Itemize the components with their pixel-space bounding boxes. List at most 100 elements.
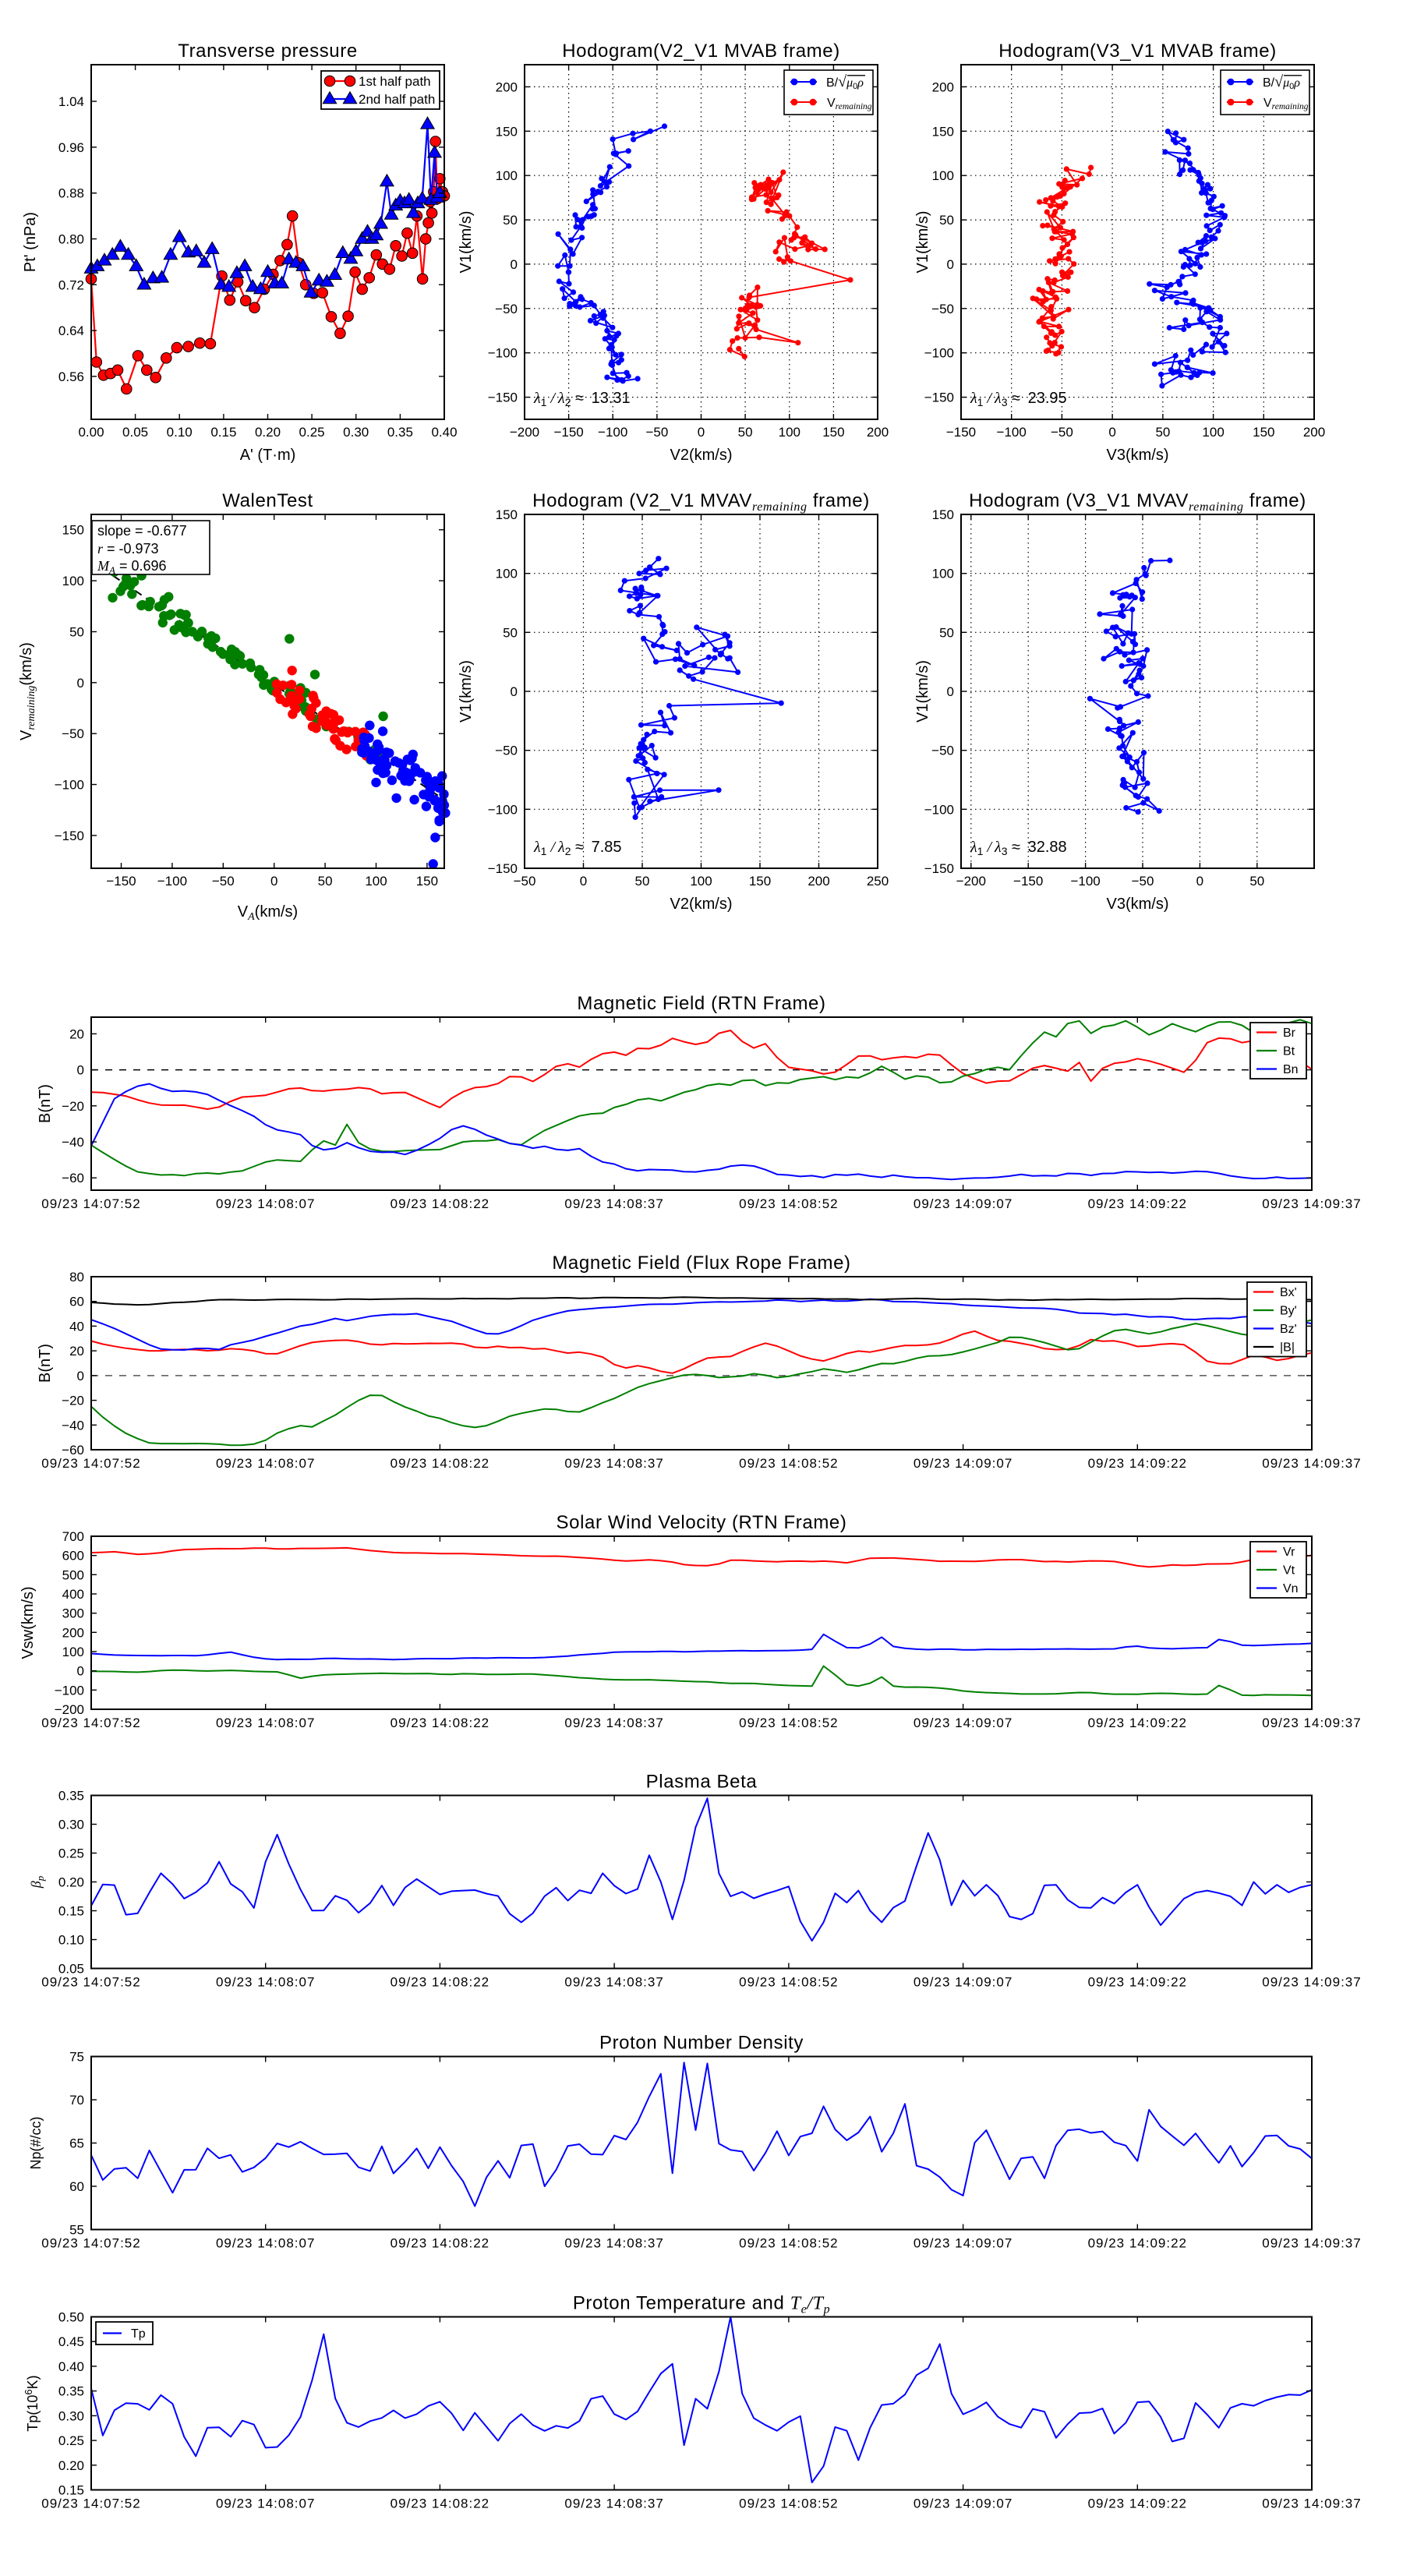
svg-text:100: 100 <box>365 874 387 889</box>
svg-text:−200: −200 <box>510 425 539 440</box>
svg-text:50: 50 <box>738 425 753 440</box>
svg-text:09/23 14:08:37: 09/23 14:08:37 <box>564 1456 663 1471</box>
svg-text:0: 0 <box>77 1063 84 1078</box>
svg-text:09/23 14:09:07: 09/23 14:09:07 <box>914 1456 1012 1471</box>
svg-text:50: 50 <box>939 213 954 228</box>
svg-text:MA = 0.696: MA = 0.696 <box>97 558 167 576</box>
svg-text:100: 100 <box>62 1645 84 1659</box>
svg-text:70: 70 <box>69 2093 84 2108</box>
svg-text:0: 0 <box>580 874 587 889</box>
svg-text:09/23 14:09:07: 09/23 14:09:07 <box>914 2496 1012 2511</box>
svg-text:60: 60 <box>69 1295 84 1309</box>
svg-text:−150: −150 <box>55 829 84 843</box>
svg-text:−50: −50 <box>931 302 954 316</box>
svg-text:0: 0 <box>947 257 954 272</box>
svg-text:Np(#/cc): Np(#/cc) <box>28 2116 44 2169</box>
svg-text:0: 0 <box>511 684 518 699</box>
svg-text:0.80: 0.80 <box>58 232 84 247</box>
svg-text:Bx': Bx' <box>1280 1286 1297 1299</box>
svg-text:09/23 14:07:52: 09/23 14:07:52 <box>41 1456 140 1471</box>
svg-text:0.20: 0.20 <box>58 1875 84 1890</box>
svg-text:−100: −100 <box>488 346 518 361</box>
svg-text:75: 75 <box>69 2050 84 2065</box>
svg-text:VA(km/s): VA(km/s) <box>238 903 298 923</box>
svg-text:0: 0 <box>77 1664 84 1679</box>
svg-text:09/23 14:08:52: 09/23 14:08:52 <box>739 1196 838 1211</box>
svg-text:−100: −100 <box>157 874 187 889</box>
svg-text:0.15: 0.15 <box>210 425 236 440</box>
svg-text:Hodogram (V2_V1 MVAVremaining: Hodogram (V2_V1 MVAVremaining frame) <box>532 490 870 514</box>
svg-text:−150: −150 <box>946 425 976 440</box>
svg-text:0: 0 <box>270 874 277 889</box>
svg-text:09/23 14:08:07: 09/23 14:08:07 <box>216 1196 315 1211</box>
svg-text:09/23 14:07:52: 09/23 14:07:52 <box>41 2496 140 2511</box>
svg-text:βp: βp <box>28 1875 46 1889</box>
svg-text:−50: −50 <box>1132 874 1154 889</box>
svg-text:09/23 14:09:37: 09/23 14:09:37 <box>1262 2236 1361 2251</box>
svg-text:200: 200 <box>1303 425 1325 440</box>
svg-text:−100: −100 <box>924 346 954 361</box>
svg-text:Bz': Bz' <box>1280 1323 1297 1336</box>
svg-text:500: 500 <box>62 1567 84 1582</box>
svg-text:−100: −100 <box>598 425 627 440</box>
svg-text:−200: −200 <box>55 1702 84 1717</box>
svg-text:V3(km/s): V3(km/s) <box>1107 896 1169 913</box>
svg-text:150: 150 <box>932 124 954 139</box>
svg-text:100: 100 <box>496 567 518 581</box>
svg-text:700: 700 <box>62 1529 84 1544</box>
svg-text:V1(km/s): V1(km/s) <box>914 660 931 723</box>
svg-text:Vsw(km/s): Vsw(km/s) <box>19 1586 37 1659</box>
svg-text:100: 100 <box>779 425 800 440</box>
svg-text:100: 100 <box>932 567 954 581</box>
svg-text:150: 150 <box>932 507 954 522</box>
svg-text:−100: −100 <box>1070 874 1100 889</box>
svg-text:09/23 14:09:07: 09/23 14:09:07 <box>914 1196 1012 1211</box>
svg-text:0.00: 0.00 <box>78 425 104 440</box>
svg-text:−50: −50 <box>212 874 235 889</box>
svg-text:09/23 14:07:52: 09/23 14:07:52 <box>41 1716 140 1730</box>
svg-text:0.30: 0.30 <box>58 2408 84 2423</box>
svg-text:09/23 14:09:37: 09/23 14:09:37 <box>1262 1456 1361 1471</box>
svg-text:50: 50 <box>503 213 518 228</box>
svg-text:09/23 14:09:07: 09/23 14:09:07 <box>914 2236 1012 2251</box>
svg-text:By': By' <box>1280 1305 1297 1318</box>
svg-text:09/23 14:08:22: 09/23 14:08:22 <box>391 1975 489 1990</box>
svg-text:09/23 14:08:37: 09/23 14:08:37 <box>564 1975 663 1990</box>
svg-text:0.30: 0.30 <box>58 1818 84 1832</box>
svg-text:09/23 14:08:22: 09/23 14:08:22 <box>391 1456 489 1471</box>
svg-text:Hodogram (V3_V1 MVAVremaining: Hodogram (V3_V1 MVAVremaining frame) <box>969 490 1306 514</box>
svg-text:V1(km/s): V1(km/s) <box>914 211 931 274</box>
svg-text:λ1 / λ2 ≈ 7.85: λ1 / λ2 ≈ 7.85 <box>533 839 622 857</box>
svg-text:55: 55 <box>69 2223 84 2238</box>
svg-text:0.35: 0.35 <box>387 425 413 440</box>
svg-text:−50: −50 <box>1051 425 1073 440</box>
svg-text:09/23 14:09:22: 09/23 14:09:22 <box>1088 1196 1187 1211</box>
svg-text:09/23 14:09:22: 09/23 14:09:22 <box>1088 2496 1187 2511</box>
svg-text:200: 200 <box>932 80 954 94</box>
svg-text:09/23 14:08:07: 09/23 14:08:07 <box>216 2236 315 2251</box>
svg-text:150: 150 <box>496 124 518 139</box>
svg-text:1.04: 1.04 <box>58 94 84 109</box>
svg-text:0.88: 0.88 <box>58 186 84 201</box>
svg-text:−100: −100 <box>488 802 518 817</box>
svg-text:50: 50 <box>1155 425 1170 440</box>
svg-text:100: 100 <box>496 168 518 183</box>
svg-text:09/23 14:09:37: 09/23 14:09:37 <box>1262 2496 1361 2511</box>
svg-text:20: 20 <box>69 1344 84 1359</box>
svg-text:09/23 14:07:52: 09/23 14:07:52 <box>41 1975 140 1990</box>
svg-text:150: 150 <box>822 425 844 440</box>
svg-text:V1(km/s): V1(km/s) <box>458 660 475 723</box>
svg-text:50: 50 <box>1249 874 1264 889</box>
svg-text:09/23 14:09:07: 09/23 14:09:07 <box>914 1716 1012 1730</box>
svg-text:100: 100 <box>1202 425 1224 440</box>
svg-text:09/23 14:08:22: 09/23 14:08:22 <box>391 2236 489 2251</box>
svg-text:1st half path: 1st half path <box>359 74 431 89</box>
svg-text:Magnetic Field (RTN Frame): Magnetic Field (RTN Frame) <box>577 993 825 1014</box>
svg-text:Transverse pressure: Transverse pressure <box>178 41 358 62</box>
svg-text:r = -0.973: r = -0.973 <box>97 541 159 557</box>
svg-text:2nd half path: 2nd half path <box>359 92 435 107</box>
svg-text:600: 600 <box>62 1549 84 1564</box>
svg-text:−150: −150 <box>553 425 583 440</box>
svg-text:09/23 14:08:52: 09/23 14:08:52 <box>739 2496 838 2511</box>
svg-text:20: 20 <box>69 1027 84 1041</box>
